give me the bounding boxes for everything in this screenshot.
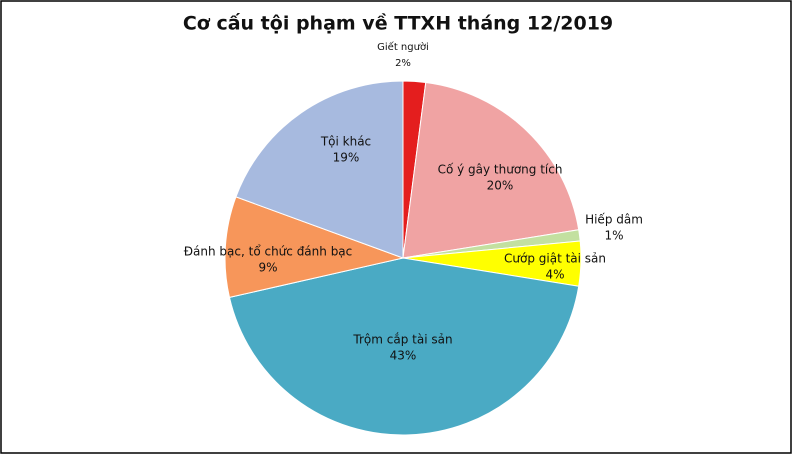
pie-slice (235, 80, 404, 259)
slice-label: Đánh bạc, tổ chức đánh bạc (184, 245, 353, 259)
pie-slice (228, 257, 580, 436)
slice-label: Cướp giật tài sản (504, 252, 606, 266)
slice-label: Giết người (377, 41, 429, 53)
value-label: 9% (258, 261, 277, 275)
value-label: 43% (390, 349, 417, 363)
chart-title: Cơ cấu tội phạm về TTXH tháng 12/2019 (183, 12, 613, 35)
slice-label: Cố ý gây thương tích (438, 163, 563, 177)
value-label: 2% (395, 58, 411, 69)
pie-slice (402, 81, 580, 259)
value-label: 19% (333, 151, 360, 165)
slice-label: Tội khác (320, 135, 371, 149)
slice-label: Hiếp dâm (585, 213, 643, 227)
slice-label: Trộm cắp tài sản (352, 333, 452, 347)
pie-slice (224, 196, 405, 298)
value-label: 1% (604, 229, 623, 243)
value-label: 4% (545, 268, 564, 282)
value-label: 20% (487, 179, 514, 193)
